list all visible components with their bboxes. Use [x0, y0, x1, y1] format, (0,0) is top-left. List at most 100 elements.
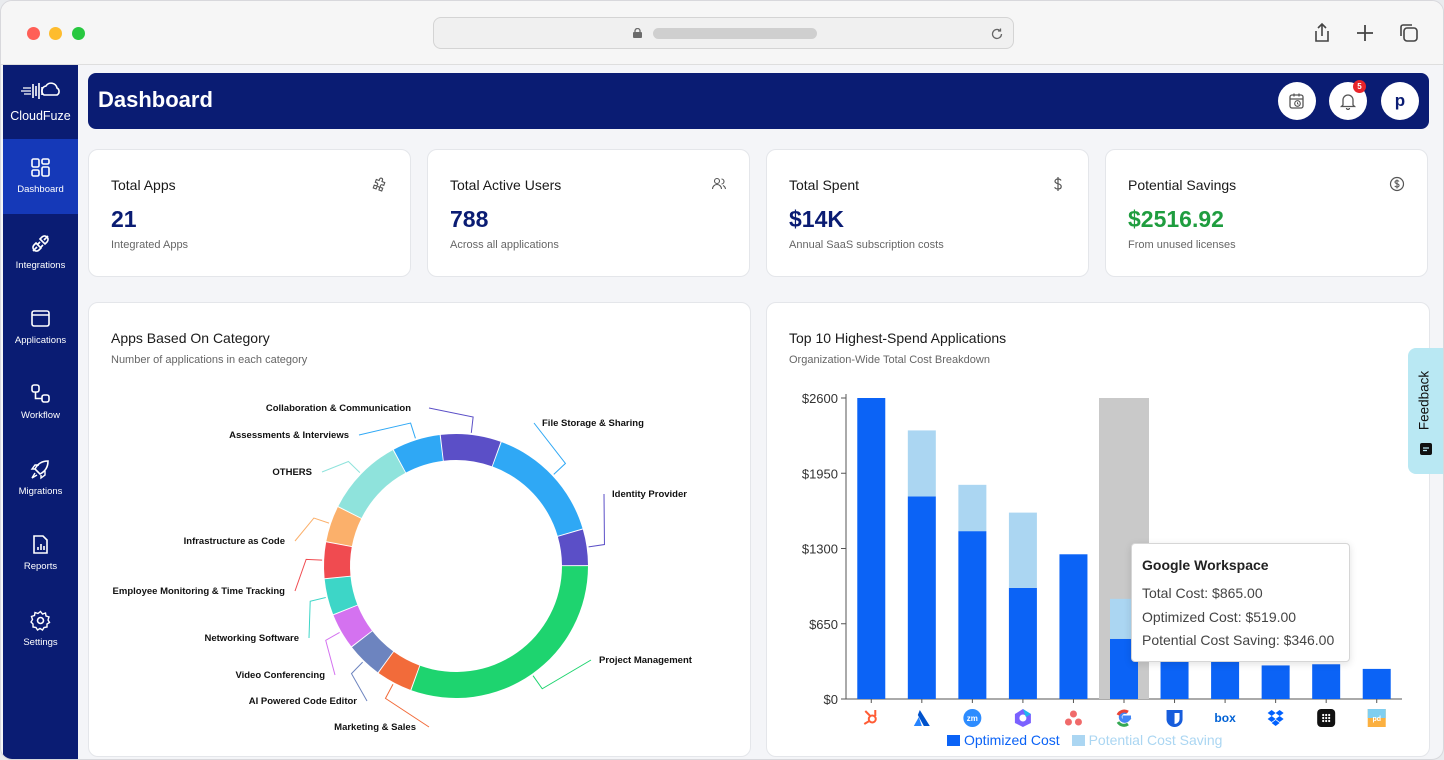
donut-slice[interactable] — [338, 450, 406, 518]
bar-optimized-cost[interactable] — [907, 496, 936, 699]
stat-value: $2516.92 — [1128, 206, 1224, 232]
donut-leader-line — [294, 558, 323, 592]
window-icon — [31, 310, 50, 327]
bar-potential-saving[interactable] — [907, 430, 936, 497]
zoom-icon: zm — [963, 709, 982, 727]
sidebar-item-reports[interactable]: Reports — [3, 516, 78, 591]
sidebar-item-settings[interactable]: Settings — [3, 592, 78, 667]
donut-slice[interactable] — [440, 434, 501, 467]
y-tick-label: $0 — [824, 692, 838, 707]
sidebar-item-label: Settings — [23, 637, 58, 648]
feedback-tab[interactable]: Feedback — [1408, 348, 1443, 474]
donut-slice[interactable] — [324, 576, 358, 615]
svg-text:box: box — [1214, 711, 1236, 725]
donut-label: Collaboration & Communication — [266, 403, 411, 414]
svg-text:zm: zm — [967, 714, 978, 723]
donut-leader-line — [350, 661, 368, 702]
sidebar-item-label: Integrations — [15, 260, 66, 271]
spend-chart-panel: Top 10 Highest-Spend Applications Organi… — [766, 302, 1430, 757]
donut-slice[interactable] — [411, 566, 588, 698]
donut-label: Identity Provider — [612, 489, 687, 500]
donut-label: Employee Monitoring & Time Tracking — [113, 586, 286, 597]
bar-optimized-cost[interactable] — [1160, 660, 1189, 699]
stat-card-total-apps: Total Apps 21 Integrated Apps — [88, 149, 411, 277]
sidebar-item-workflow[interactable]: Workflow — [3, 365, 78, 440]
bar-optimized-cost[interactable] — [1008, 587, 1037, 699]
address-bar[interactable] — [433, 17, 1014, 49]
notifications-button[interactable]: 5 — [1329, 80, 1367, 120]
sidebar-item-migrations[interactable]: Migrations — [3, 441, 78, 516]
bar-optimized-cost[interactable] — [1312, 664, 1341, 699]
donut-slice[interactable] — [492, 442, 583, 536]
gear-icon — [30, 610, 51, 631]
sidebar-item-dashboard[interactable]: Dashboard — [3, 139, 78, 214]
reload-icon[interactable] — [989, 26, 1005, 42]
workflow-icon — [31, 384, 50, 403]
sidebar-item-label: Workflow — [21, 410, 60, 421]
category-chart-panel: Apps Based On Category Number of applica… — [88, 302, 751, 757]
donut-slice[interactable] — [378, 651, 420, 690]
donut-label: Assessments & Interviews — [229, 430, 349, 441]
calendar-button[interactable] — [1278, 82, 1316, 120]
bar-potential-saving[interactable] — [958, 484, 987, 532]
page-title: Dashboard — [98, 87, 213, 112]
bar-optimized-cost[interactable] — [1362, 668, 1391, 699]
sidebar-item-label: Dashboard — [17, 184, 64, 195]
bar-optimized-cost[interactable] — [1261, 665, 1290, 699]
plug-icon — [32, 235, 49, 252]
legend-swatch-saving — [1071, 735, 1085, 746]
cloud-logo-icon — [21, 82, 60, 99]
grid-icon — [31, 158, 50, 177]
page-header: Dashboard 5 p — [88, 73, 1429, 129]
donut-leader-line — [588, 493, 605, 548]
lock-icon — [633, 28, 642, 38]
stat-title: Total Active Users — [450, 177, 562, 193]
tooltip-total-cost: Total Cost: $865.00 — [1142, 585, 1263, 601]
stat-title: Total Spent — [789, 177, 860, 193]
panel-title: Apps Based On Category — [111, 330, 270, 346]
sidebar-item-integrations[interactable]: Integrations — [3, 215, 78, 290]
donut-leader-line — [294, 517, 330, 542]
cloudfuze-logo[interactable]: CloudFuze — [3, 79, 78, 129]
stat-value: 21 — [111, 206, 137, 232]
donut-label: File Storage & Sharing — [542, 418, 644, 429]
share-icon[interactable] — [1310, 21, 1334, 45]
bar-potential-saving[interactable] — [1008, 512, 1037, 588]
maximize-window-button[interactable] — [72, 27, 85, 40]
category-donut-chart: Collaboration & Communication File Storag… — [113, 403, 693, 733]
donut-slice[interactable] — [324, 542, 352, 579]
donut-slice[interactable] — [333, 605, 372, 647]
new-tab-icon[interactable] — [1353, 21, 1377, 45]
legend-label-saving[interactable]: Potential Cost Saving — [1088, 732, 1223, 748]
donut-leader-line — [358, 422, 416, 439]
stat-subtitle: From unused licenses — [1128, 239, 1236, 251]
donut-label: Infrastructure as Code — [184, 536, 285, 547]
sidebar: CloudFuze Dashboard Integrations Applica… — [3, 65, 78, 759]
spend-bar-chart: $0 $650 $1300 $1950 $2600 zm box pd — [802, 391, 1402, 728]
donut-slice[interactable] — [393, 435, 443, 473]
legend-label-optimized[interactable]: Optimized Cost — [964, 732, 1060, 748]
pagerduty-icon: pd — [1367, 709, 1386, 727]
puzzle-icon — [372, 177, 386, 192]
donut-slice[interactable] — [351, 631, 394, 673]
donut-label: AI Powered Code Editor — [249, 696, 358, 707]
user-avatar-button[interactable]: p — [1381, 82, 1419, 120]
donut-slice[interactable] — [557, 529, 588, 566]
tooltip-title: Google Workspace — [1142, 557, 1269, 573]
donut-slice[interactable] — [326, 507, 362, 547]
bar-optimized-cost[interactable] — [958, 531, 987, 699]
stat-subtitle: Across all applications — [450, 239, 559, 251]
bar-optimized-cost[interactable] — [1059, 554, 1088, 699]
sidebar-item-applications[interactable]: Applications — [3, 290, 78, 365]
tabs-overview-icon[interactable] — [1397, 21, 1421, 45]
svg-text:pd: pd — [1372, 716, 1381, 723]
chart-legend: Optimized Cost Potential Cost Saving — [947, 732, 1222, 748]
bell-icon — [1339, 94, 1357, 110]
bar-optimized-cost[interactable] — [857, 398, 886, 699]
bar-optimized-cost[interactable] — [1211, 660, 1240, 699]
minimize-window-button[interactable] — [49, 27, 62, 40]
stat-card-total-spent: Total Spent $14K Annual SaaS subscriptio… — [766, 149, 1089, 277]
stat-card-potential-savings: Potential Savings $2516.92 From unused l… — [1105, 149, 1428, 277]
donut-leader-line — [384, 684, 430, 728]
close-window-button[interactable] — [27, 27, 40, 40]
